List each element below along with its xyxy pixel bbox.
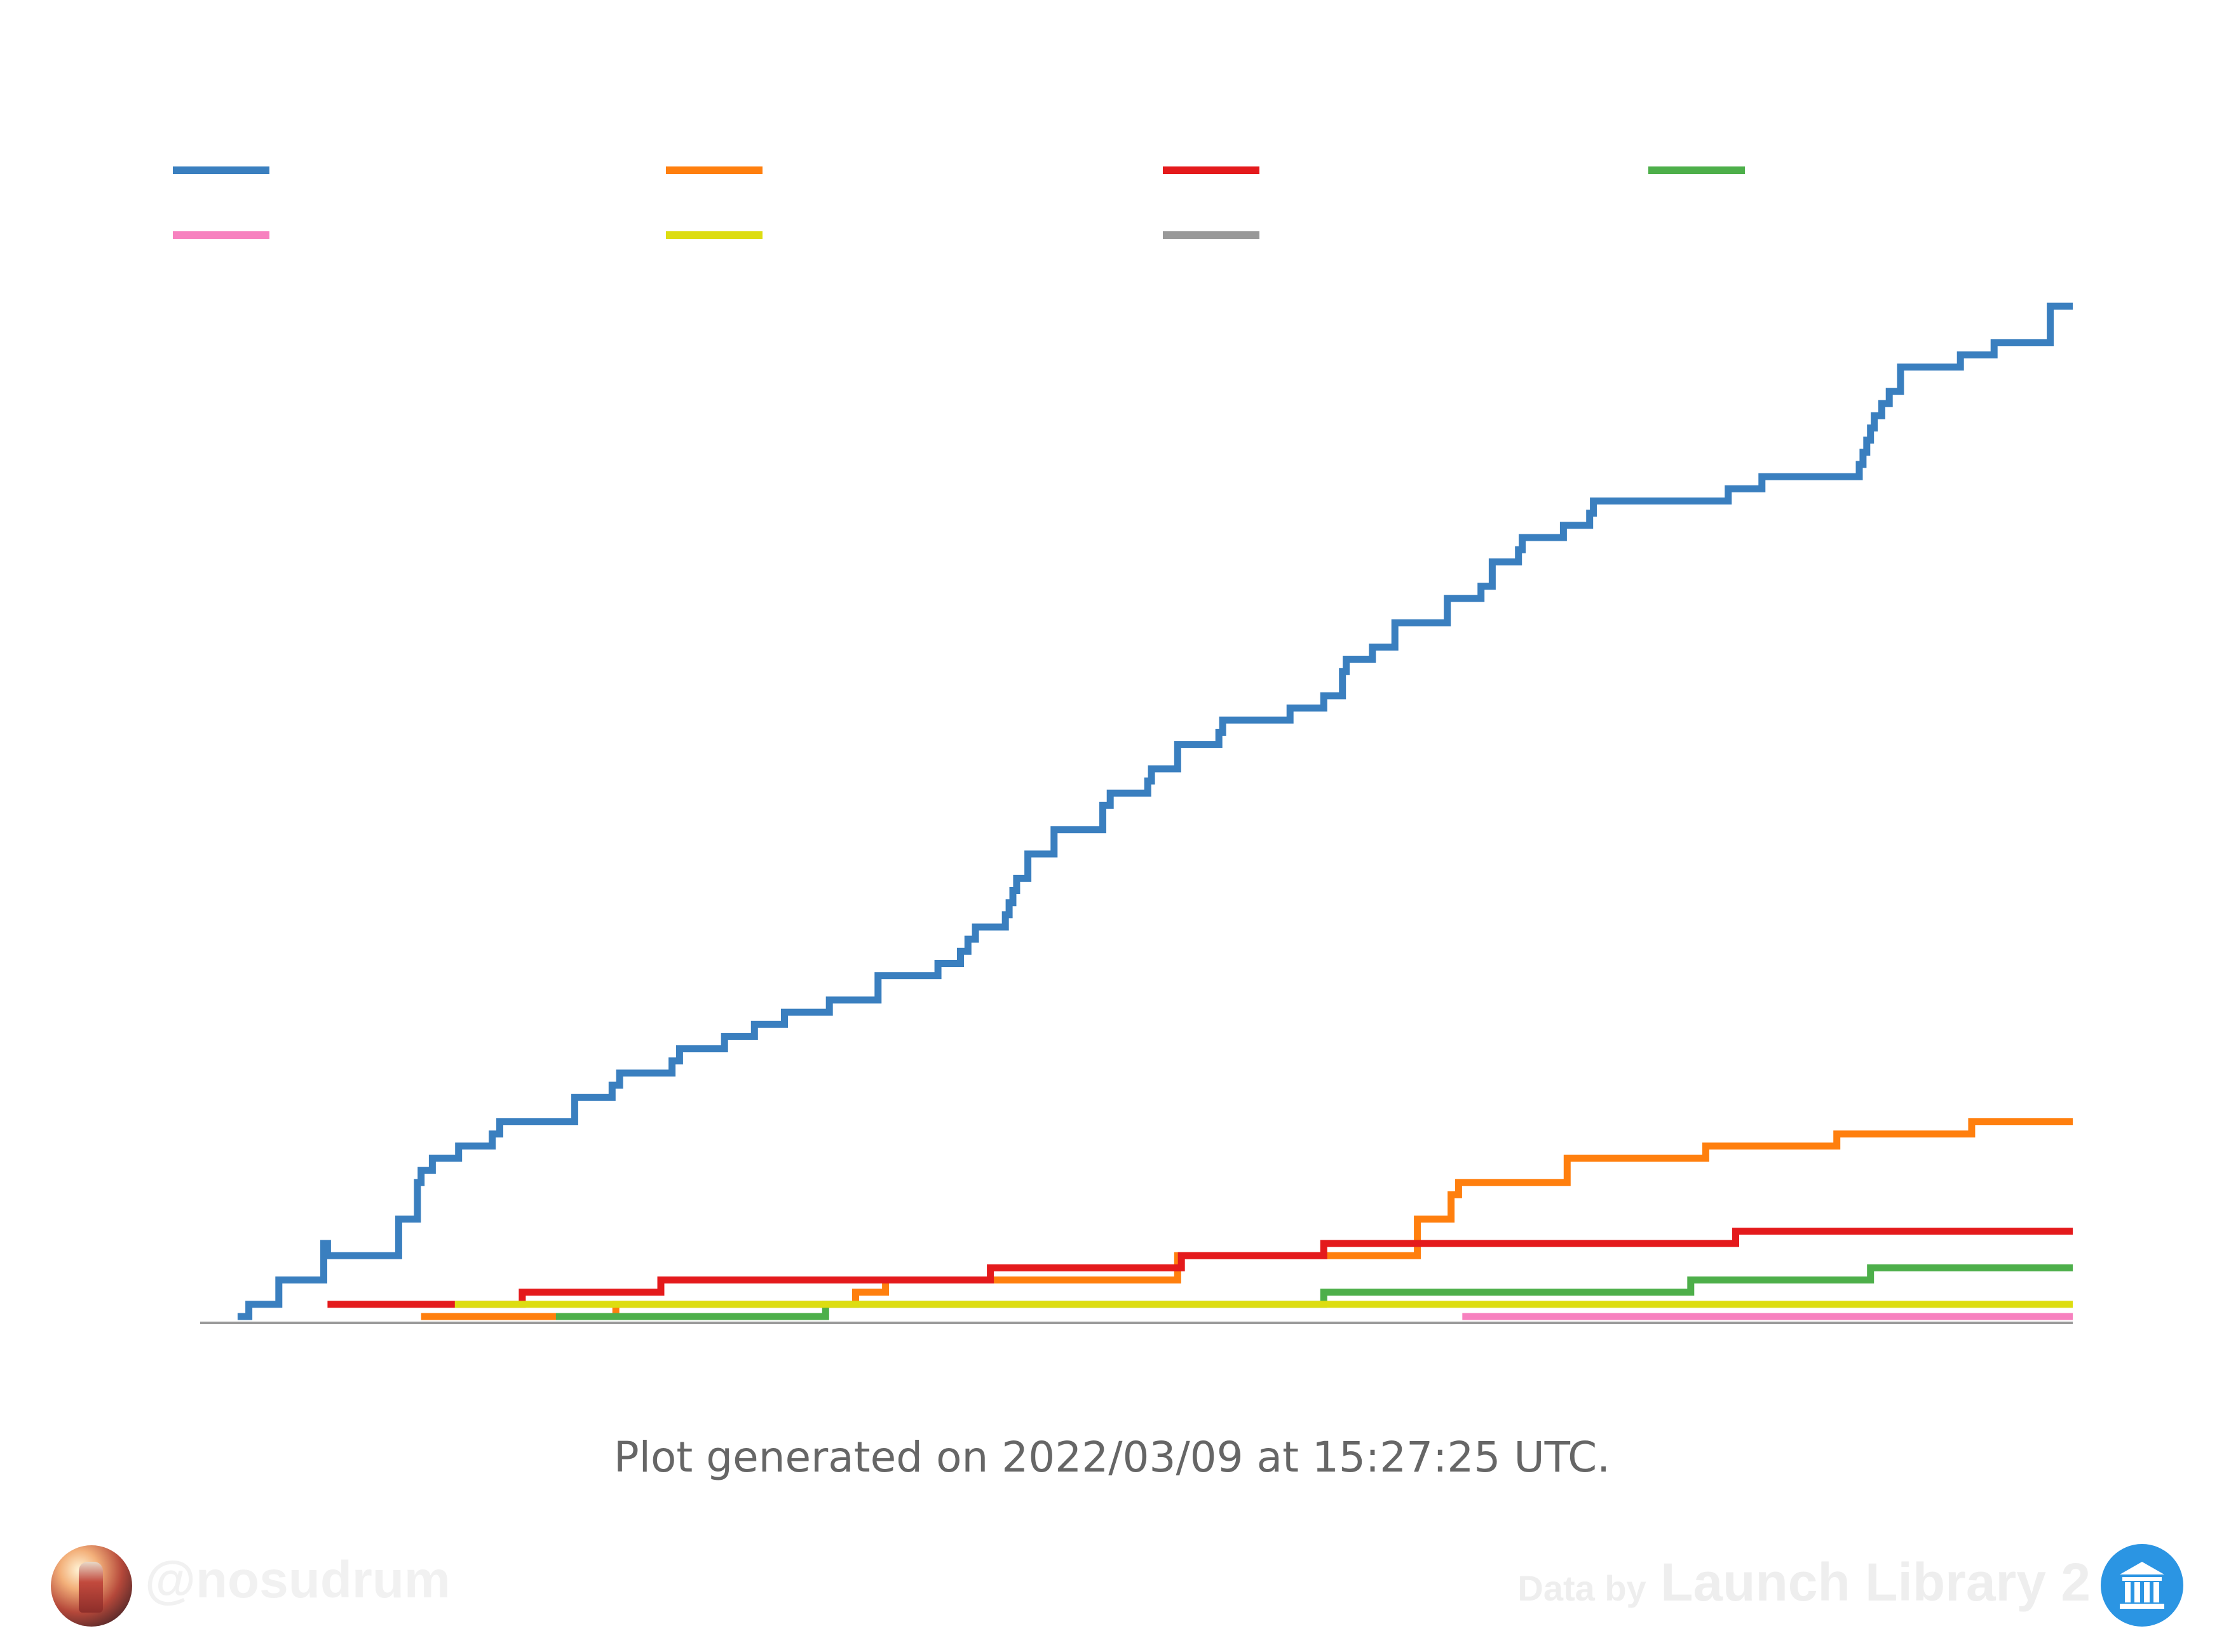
data-credit: Data by Launch Library 2	[1517, 1552, 2091, 1613]
museum-icon	[2120, 1562, 2164, 1609]
series-line-2	[421, 1118, 2073, 1320]
series-layer	[237, 302, 2073, 1320]
series-line-4	[555, 1264, 2073, 1320]
generated-timestamp: Plot generated on 2022/03/09 at 15:27:25…	[613, 1433, 1611, 1482]
series-line-3	[327, 1228, 2073, 1308]
astronaut-figure	[79, 1562, 103, 1613]
launch-library-label: Launch Library 2	[1660, 1552, 2091, 1612]
author-avatar	[51, 1545, 132, 1627]
author-handle: @nosudrum	[145, 1551, 451, 1609]
data-by-label: Data by	[1517, 1568, 1646, 1608]
legend	[173, 166, 1745, 239]
series-line-1	[237, 302, 2073, 1320]
launch-library-logo	[2101, 1544, 2183, 1627]
